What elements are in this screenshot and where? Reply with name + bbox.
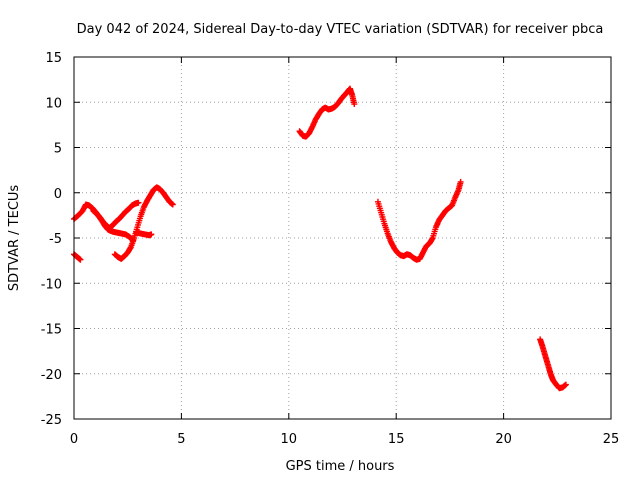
y-tick-label: -5 <box>49 232 62 247</box>
series-arc-8 <box>537 336 569 392</box>
data-point <box>457 178 464 185</box>
x-tick-label: 0 <box>70 432 78 447</box>
y-tick-label: 15 <box>45 51 62 66</box>
x-tick-label: 10 <box>281 432 298 447</box>
data-point <box>351 101 358 108</box>
series-arc-3 <box>90 199 142 232</box>
data-point <box>169 201 176 208</box>
data-point <box>135 199 142 206</box>
y-axis-label: SDTVAR / TECUs <box>7 185 22 292</box>
y-tick-label: -20 <box>41 368 62 383</box>
data-point <box>77 256 84 263</box>
series-arc-1 <box>71 251 84 263</box>
y-tick-label: -15 <box>41 323 62 338</box>
y-tick-label: 0 <box>54 187 62 202</box>
series-arc-5 <box>133 229 155 239</box>
axis-ticks <box>73 56 612 420</box>
y-tick-label: -25 <box>41 413 62 428</box>
y-tick-label: 10 <box>45 96 62 111</box>
y-tick-label: -10 <box>41 277 62 292</box>
x-tick-label: 20 <box>495 432 512 447</box>
series-arc-7 <box>374 178 464 263</box>
series-arc-4 <box>111 184 176 262</box>
data-point <box>562 381 569 388</box>
chart-title: Day 042 of 2024, Sidereal Day-to-day VTE… <box>77 22 604 37</box>
series-arc-6 <box>296 85 358 140</box>
grid <box>74 57 611 419</box>
data-points <box>71 85 569 392</box>
tick-labels: 0 5 10 15 20 25 15 10 5 0 -5 -10 -15 -20 -25 <box>41 51 620 447</box>
x-tick-label: 25 <box>603 432 620 447</box>
data-point <box>148 231 155 238</box>
x-axis-label: GPS time / hours <box>286 459 395 474</box>
x-tick-label: 5 <box>177 432 185 447</box>
y-tick-label: 5 <box>54 142 62 157</box>
x-tick-label: 15 <box>388 432 405 447</box>
